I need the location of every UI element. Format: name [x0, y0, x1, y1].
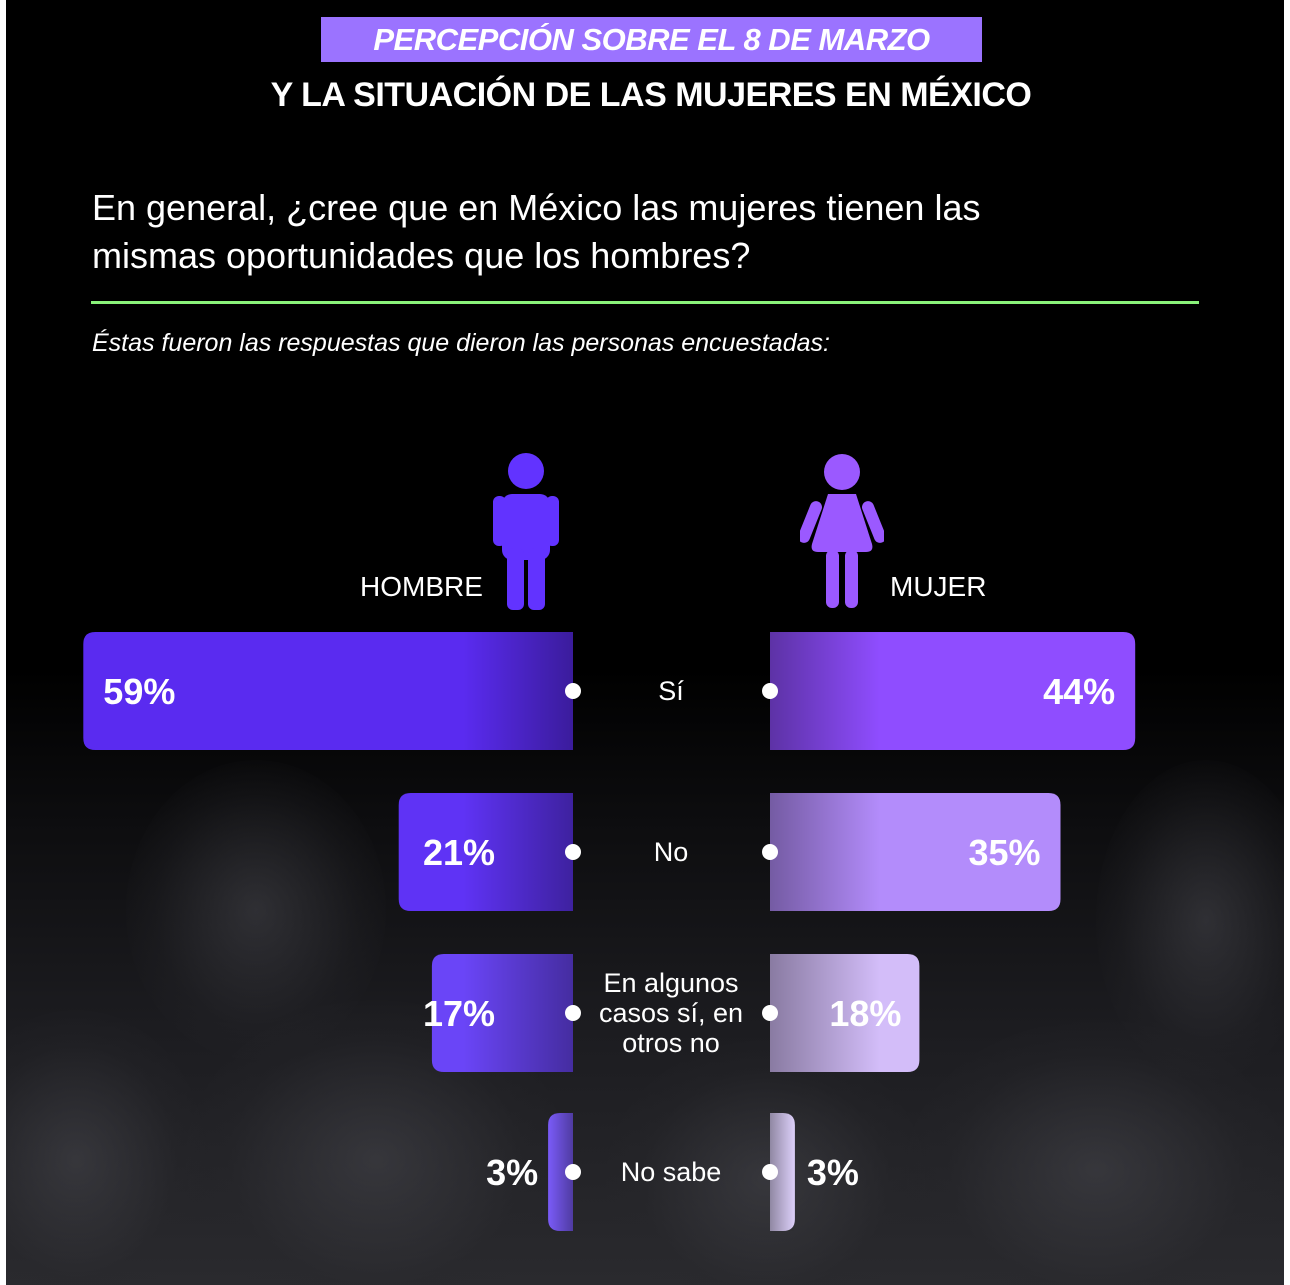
value-label-hombre: 21% — [423, 832, 495, 873]
marker-dot-hombre — [565, 844, 581, 860]
value-label-mujer: 18% — [829, 993, 901, 1034]
bar-mujer-shade — [770, 954, 880, 1072]
bar-hombre-shade — [463, 632, 573, 750]
crowd-silhouette — [606, 1040, 926, 1285]
bar-mujer-shade — [770, 632, 880, 750]
marker-dot-mujer — [762, 1164, 778, 1180]
question-line-1: En general, ¿cree que en México las muje… — [92, 187, 981, 228]
male-person-icon — [493, 453, 559, 610]
female-person-icon — [800, 454, 884, 608]
category-label: casos sí, en — [599, 998, 743, 1028]
category-label: otros no — [622, 1028, 720, 1058]
value-label-mujer: 35% — [968, 832, 1040, 873]
marker-dot-mujer — [762, 1005, 778, 1021]
value-label-hombre: 59% — [103, 671, 175, 712]
header-badge: PERCEPCIÓN SOBRE EL 8 DE MARZO — [321, 17, 982, 62]
category-label: No — [654, 837, 689, 867]
crowd-silhouette — [1096, 760, 1284, 1080]
category-label: No sabe — [621, 1157, 722, 1187]
value-label-mujer: 3% — [807, 1152, 859, 1193]
page-title: Y LA SITUACIÓN DE LAS MUJERES EN MÉXICO — [270, 76, 1032, 114]
marker-dot-mujer — [762, 844, 778, 860]
value-label-mujer: 44% — [1043, 671, 1115, 712]
value-label-hombre: 17% — [423, 993, 495, 1034]
marker-dot-hombre — [565, 1005, 581, 1021]
value-label-hombre: 3% — [486, 1152, 538, 1193]
bar-hombre — [83, 632, 574, 750]
bar-hombre-shade — [463, 793, 573, 911]
marker-dot-hombre — [565, 683, 581, 699]
subtitle: Éstas fueron las respuestas que dieron l… — [92, 329, 830, 357]
divider-line — [91, 301, 1199, 304]
legend-label-male: HOMBRE — [360, 571, 483, 602]
legend-label-female: MUJER — [890, 571, 987, 602]
bar-hombre-shade — [463, 954, 573, 1072]
bar-mujer-shade — [770, 793, 880, 911]
category-label: En algunos — [603, 968, 738, 998]
survey-question: En general, ¿cree que en México las muje… — [92, 184, 1142, 280]
marker-dot-hombre — [565, 1164, 581, 1180]
marker-dot-mujer — [762, 683, 778, 699]
category-label: Sí — [658, 676, 684, 706]
question-line-2: mismas oportunidades que los hombres? — [92, 235, 751, 276]
